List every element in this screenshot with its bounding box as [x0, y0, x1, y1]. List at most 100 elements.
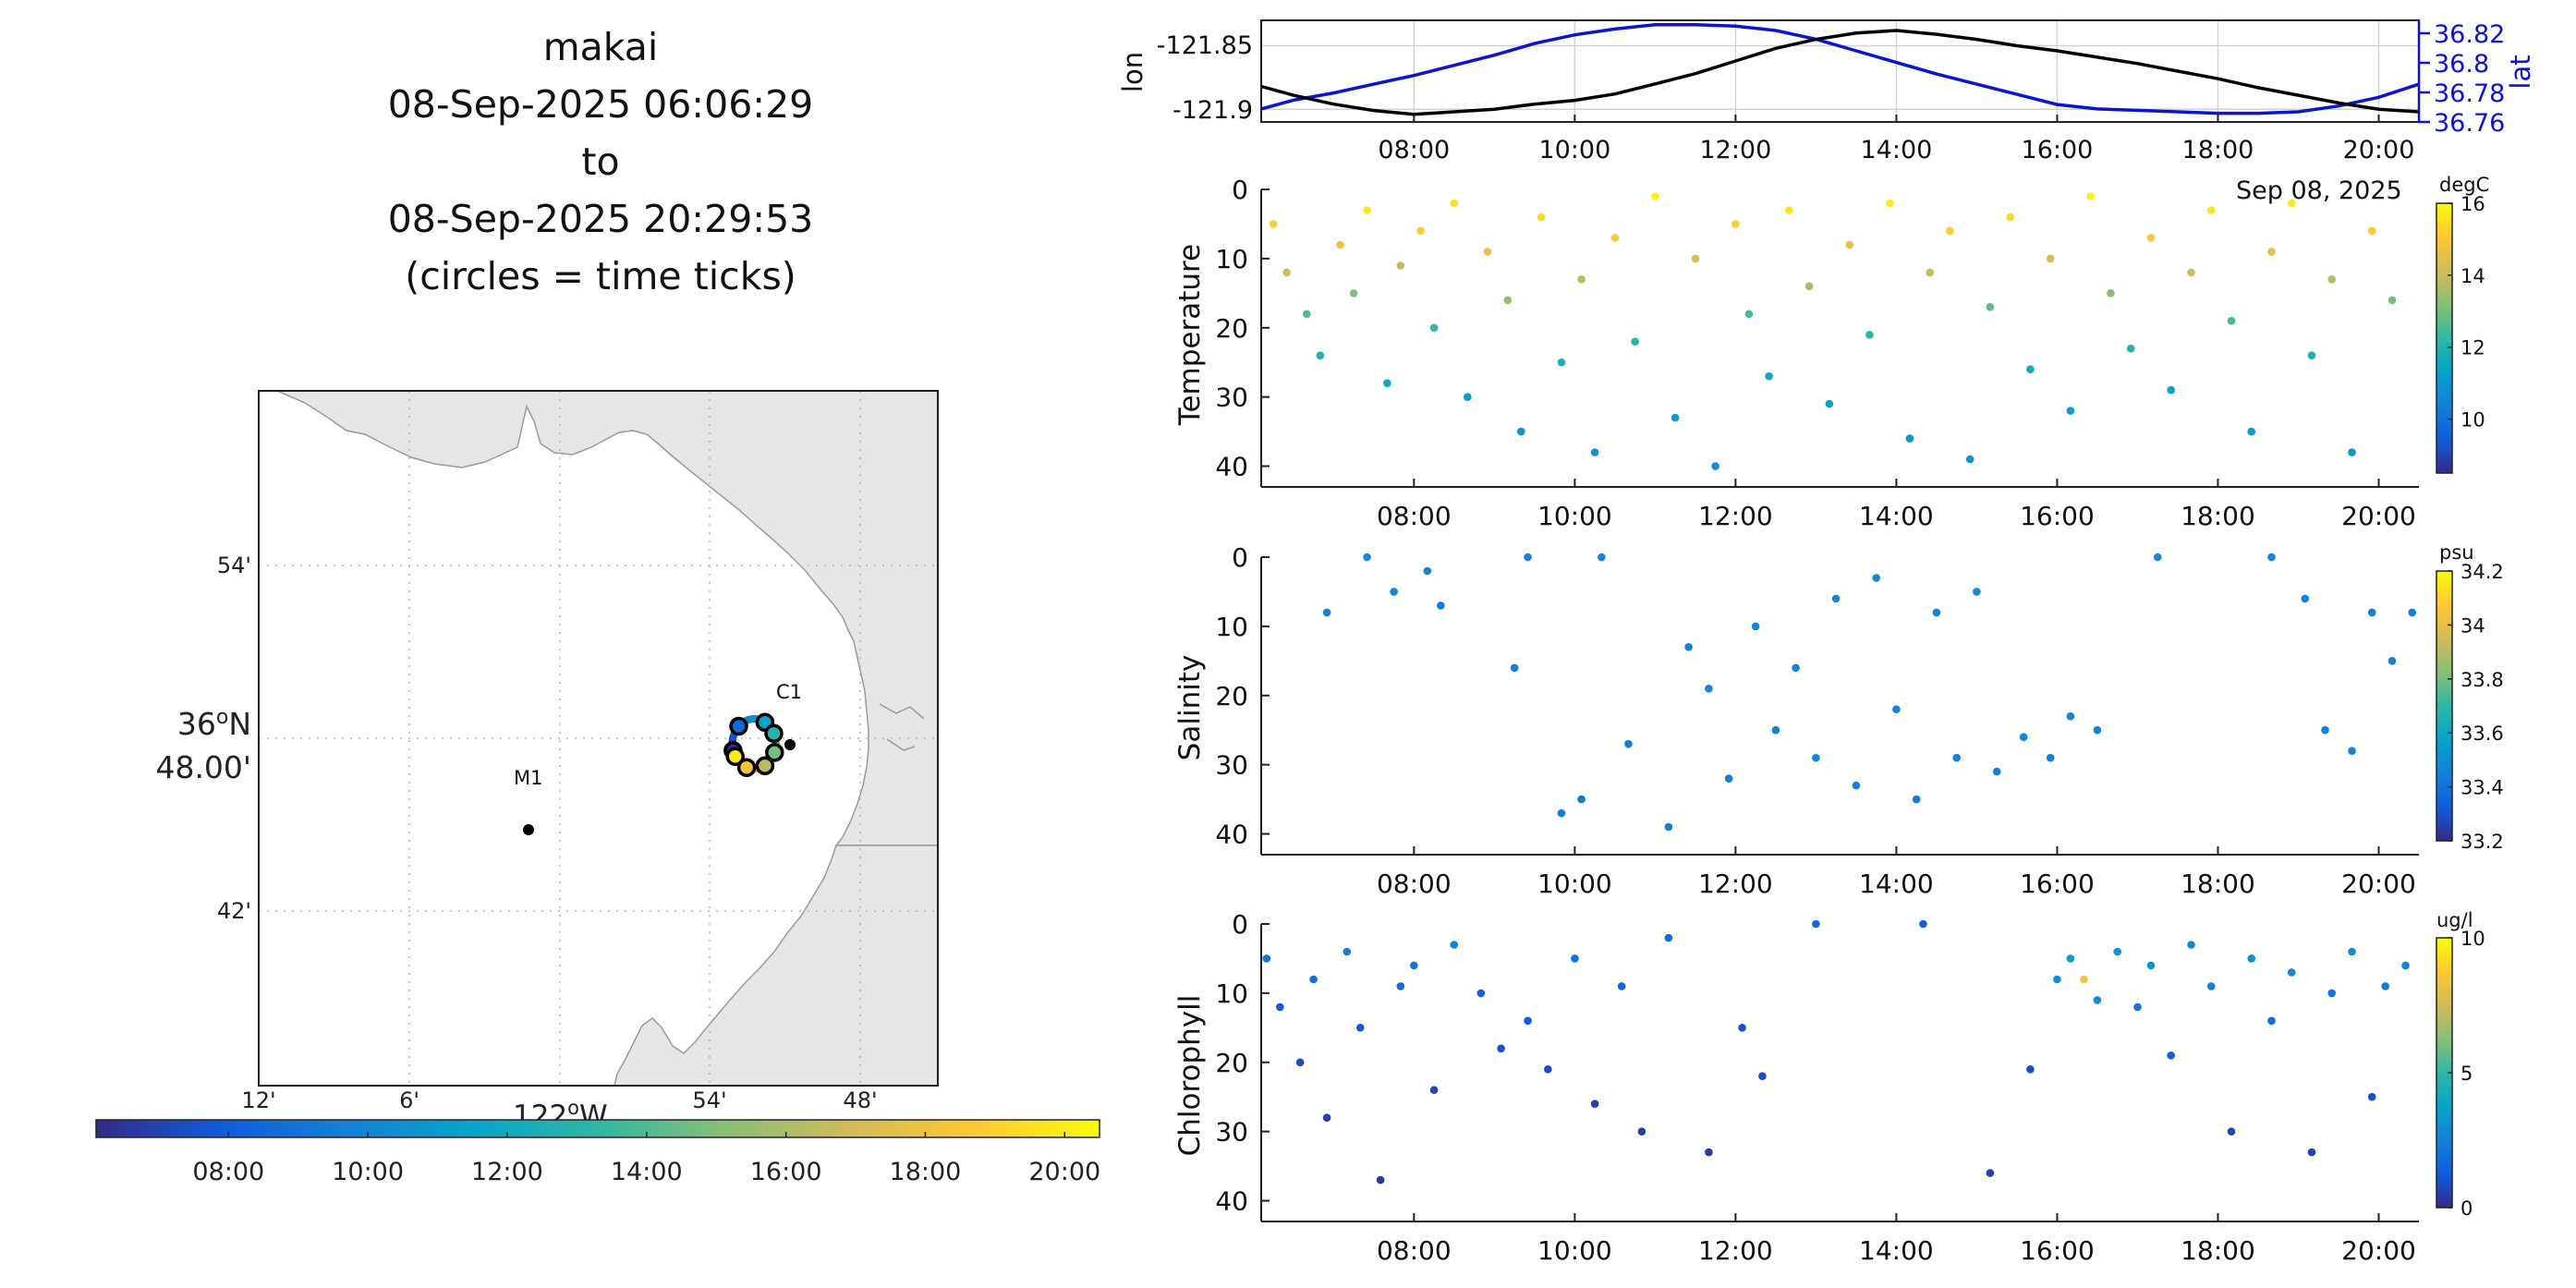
- time-colorbar-label-1: 10:00: [332, 1158, 404, 1186]
- salinity-point-33: [2267, 553, 2276, 562]
- temperature-point-20: [1610, 234, 1620, 242]
- chlorophyll-colorbar: 10 5 0: [2436, 928, 2485, 1220]
- salinity-point-24: [1932, 608, 1941, 617]
- temperature-point-33: [1865, 331, 1874, 339]
- chlorophyll-point-28: [2053, 975, 2061, 984]
- salinity-axes: 0 10 20 30 40 08:00 10:00 12:00 14:00 16:00 18:00 2…: [1215, 542, 2419, 899]
- salinity-colorbar-label-4: 33.4: [2461, 777, 2504, 799]
- map-gridlines: [259, 391, 938, 1086]
- lon-ticks: -121.85 -121.9: [1157, 31, 1253, 125]
- chlorophyll-point-17: [1590, 1100, 1599, 1108]
- chlorophyll-point-14: [1524, 1016, 1532, 1026]
- temperature-point-1: [1282, 268, 1291, 277]
- temperature-point-27: [1744, 310, 1754, 319]
- salinity-point-6: [1524, 553, 1532, 562]
- salinity-point-37: [2367, 608, 2376, 617]
- position-xtick-label-0: 08:00: [1378, 136, 1450, 164]
- temperature-xtick-label-0: 08:00: [1377, 501, 1452, 531]
- temperature-axes: 0 10 20 30 40 08:00 10:00 12:00 14:00 16:00 18:00 2…: [1215, 175, 2419, 531]
- time-tick-circle-6: [736, 758, 757, 777]
- map-lon-tick-12: 12': [241, 1088, 275, 1113]
- temperature-ytick-label-0: 0: [1232, 175, 1248, 205]
- chlorophyll-point-46: [2381, 982, 2389, 990]
- position-xtick-label-6: 20:00: [2343, 136, 2415, 164]
- temperature-point-8: [1396, 261, 1405, 270]
- map-lon-tick-54: 54': [692, 1088, 726, 1113]
- river-inlet: [879, 703, 925, 751]
- salinity-point-39: [2408, 608, 2416, 617]
- temperature-colorbar-label-0: 16: [2461, 193, 2485, 215]
- salinity-point-38: [2388, 657, 2397, 665]
- chlorophyll-point-21: [1705, 1148, 1713, 1157]
- map-land: [276, 391, 938, 1086]
- chlorophyll-xtick-label-5: 18:00: [2181, 1235, 2255, 1266]
- salinity-point-26: [1973, 588, 1981, 596]
- position-xtick-label-2: 12:00: [1699, 136, 1771, 164]
- chlorophyll-point-30: [2080, 975, 2088, 984]
- temperature-xtick-label-3: 14:00: [1859, 501, 1934, 531]
- land-north: [276, 391, 938, 846]
- salinity-ytick-label-1: 10: [1215, 612, 1248, 642]
- chlorophyll-point-45: [2367, 1092, 2376, 1101]
- salinity-ytick-label-3: 30: [1215, 750, 1248, 781]
- salinity-xtick-label-1: 10:00: [1537, 869, 1612, 899]
- chlorophyll-point-42: [2307, 1148, 2316, 1157]
- chlorophyll-axis-label: Chlorophyll: [1173, 995, 1207, 1157]
- temperature-point-18: [1577, 275, 1586, 284]
- title-end-time: 08-Sep-2025 20:29:53: [387, 197, 814, 241]
- time-tick-circle-4: [765, 743, 784, 762]
- salinity-ytick-label-4: 40: [1215, 820, 1248, 850]
- salinity-point-30: [2066, 711, 2075, 721]
- salinity-colorbar-bar: [2436, 570, 2453, 842]
- temperature-point-24: [1691, 254, 1700, 263]
- temperature-point-58: [2367, 226, 2376, 236]
- position-xtick-label-1: 10:00: [1538, 136, 1610, 164]
- temperature-xtick-label-4: 16:00: [2020, 501, 2095, 531]
- chlorophyll-point-1: [1276, 1002, 1284, 1012]
- chlorophyll-ytick-label-1: 10: [1215, 978, 1248, 1009]
- salinity-point-16: [1771, 725, 1780, 735]
- temperature-point-57: [2348, 448, 2356, 456]
- temperature-ytick-label-3: 30: [1215, 383, 1248, 413]
- temperature-point-26: [1732, 220, 1740, 228]
- salinity-point-25: [1952, 753, 1961, 762]
- land-south: [614, 844, 938, 1086]
- chlorophyll-point-27: [2026, 1065, 2035, 1074]
- map-lat-ticks: 54' 42': [217, 553, 251, 924]
- station-c1-label: C1: [776, 681, 802, 703]
- salinity-point-2: [1390, 588, 1398, 596]
- chlorophyll-colorbar-label-0: 10: [2461, 928, 2485, 950]
- map-lat-tick-54: 54': [217, 553, 251, 578]
- salinity-points: [1322, 553, 2416, 832]
- time-colorbar-ticks: 08:00 10:00 12:00 14:00 16:00 18:00 20:00: [192, 1132, 1100, 1186]
- chlorophyll-point-20: [1664, 933, 1673, 942]
- temperature-xtick-label-6: 20:00: [2341, 501, 2416, 531]
- temperature-xtick-label-2: 12:00: [1698, 501, 1773, 531]
- chlorophyll-point-7: [1376, 1175, 1385, 1185]
- temperature-point-38: [1965, 455, 1975, 464]
- salinity-xtick-label-6: 20:00: [2341, 869, 2416, 899]
- temperature-point-25: [1711, 462, 1719, 470]
- chlorophyll-point-34: [2146, 961, 2156, 970]
- temperature-point-4: [1336, 240, 1344, 249]
- temperature-point-11: [1450, 199, 1459, 208]
- temperature-point-7: [1383, 379, 1391, 388]
- temperature-point-41: [2026, 365, 2035, 374]
- chlorophyll-colorbar-label-1: 5: [2461, 1063, 2473, 1085]
- salinity-colorbar: 34.2 34 33.8 33.6 33.4 33.2: [2436, 561, 2504, 853]
- temperature-point-37: [1946, 226, 1954, 236]
- chlorophyll-point-41: [2287, 968, 2296, 977]
- temperature-point-39: [1986, 303, 1995, 311]
- temperature-panel: Temperature degC 0 10 20 30 40 08:00 10:00 12:0…: [1173, 174, 2489, 531]
- chlorophyll-point-43: [2327, 989, 2336, 998]
- salinity-point-15: [1751, 622, 1760, 631]
- temperature-point-55: [2307, 351, 2316, 360]
- temperature-point-21: [1631, 337, 1639, 346]
- temperature-colorbar-label-1: 14: [2461, 265, 2485, 287]
- temperature-point-43: [2066, 407, 2075, 415]
- salinity-point-1: [1363, 553, 1371, 562]
- salinity-point-20: [1852, 781, 1861, 790]
- salinity-axis-label: Salinity: [1173, 655, 1207, 761]
- temperature-point-52: [2247, 427, 2255, 436]
